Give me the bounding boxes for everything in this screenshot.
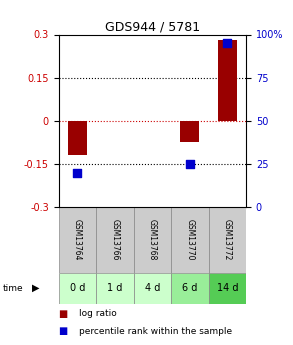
Text: percentile rank within the sample: percentile rank within the sample [79, 327, 232, 336]
Text: GSM13772: GSM13772 [223, 219, 232, 260]
Bar [134, 273, 171, 304]
Text: GSM13766: GSM13766 [110, 219, 119, 260]
Text: time: time [3, 284, 23, 293]
Point [225, 40, 230, 46]
Text: 0 d: 0 d [70, 283, 85, 293]
Text: ■: ■ [59, 326, 68, 336]
Text: GSM13770: GSM13770 [185, 219, 194, 260]
Title: GDS944 / 5781: GDS944 / 5781 [105, 20, 200, 33]
Bar [180, 121, 199, 142]
Bar [171, 273, 209, 304]
Bar [171, 207, 209, 273]
Bar [96, 207, 134, 273]
Text: 6 d: 6 d [182, 283, 197, 293]
Text: ▶: ▶ [32, 283, 40, 293]
Bar [68, 121, 87, 155]
Bar [218, 40, 237, 121]
Text: GSM13768: GSM13768 [148, 219, 157, 260]
Text: log ratio: log ratio [79, 309, 117, 318]
Text: 14 d: 14 d [217, 283, 238, 293]
Point [188, 161, 192, 167]
Point [75, 170, 80, 175]
Bar [134, 207, 171, 273]
Text: 1 d: 1 d [107, 283, 122, 293]
Bar [96, 273, 134, 304]
Bar [59, 273, 96, 304]
Text: ■: ■ [59, 309, 68, 319]
Bar [59, 207, 96, 273]
Text: 4 d: 4 d [145, 283, 160, 293]
Bar [209, 207, 246, 273]
Bar [209, 273, 246, 304]
Text: GSM13764: GSM13764 [73, 219, 82, 260]
